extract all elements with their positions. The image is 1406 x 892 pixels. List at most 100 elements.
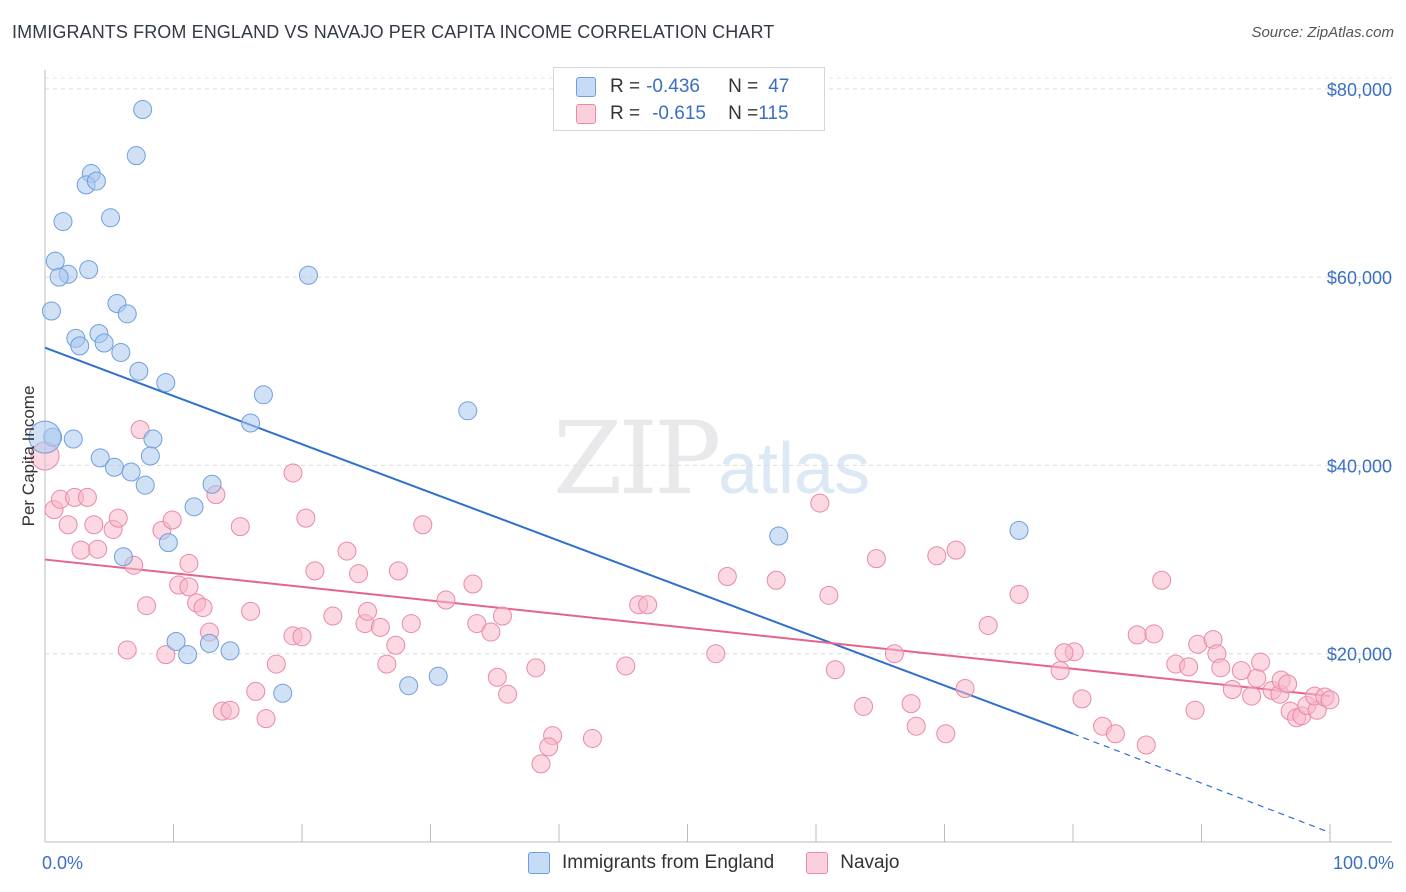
axis-labels: $20,000 $40,000 $60,000 $80,000 0.0% 100.0% Pe… [19,80,1394,873]
data-point-navajo [1211,658,1231,678]
data-point-navajo [810,493,830,513]
data-point-england [121,462,141,482]
data-point-navajo [117,640,137,660]
data-point-navajo [467,614,487,634]
legend-r-value: -0.436 [646,76,700,97]
data-point-navajo [866,549,886,569]
data-point-navajo [1242,686,1262,706]
data-point-england [202,474,222,494]
data-point-england [53,212,73,232]
data-point-navajo [220,700,240,720]
legend-n-label: N = [728,76,759,97]
data-point-navajo [1185,700,1205,720]
data-point-england [199,633,219,653]
data-point-england [79,260,99,280]
legend-r-value: -0.615 [652,103,706,124]
data-point-navajo [58,515,78,535]
data-point-navajo [370,617,390,637]
legend-n-value: 47 [768,76,790,97]
data-point-england [90,448,110,468]
legend-swatch-navajo [806,852,829,874]
legend-label-navajo: Navajo [840,852,900,873]
data-point-england [111,342,131,362]
data-point-navajo [230,517,250,537]
x-tick-label-min: 0.0% [42,853,83,873]
data-point-england [298,265,318,285]
data-point-england [70,336,90,356]
data-point-navajo [246,681,266,701]
data-point-navajo [305,561,325,581]
data-point-navajo [717,567,737,587]
data-point-england [133,100,153,120]
data-point-navajo [1320,690,1340,710]
data-point-navajo [946,540,966,560]
legend-item-england: Immigrants from England [528,852,774,874]
data-point-navajo [296,508,316,528]
legend-r-label: R = [610,103,641,124]
grid-lines [45,77,1392,655]
data-point-england [156,373,176,393]
data-point-navajo [539,737,559,757]
data-points [28,100,1340,774]
axes [44,70,1392,843]
trend-lines [44,346,1331,834]
data-point-navajo [582,728,602,748]
data-point-navajo [241,601,261,621]
data-point-england [428,666,448,686]
data-point-navajo [487,667,507,687]
legend-row-england: R = -0.436 N = 47 [554,73,789,101]
data-point-navajo [854,696,874,716]
trend-line-england [44,346,1074,735]
data-point-navajo [71,540,91,560]
data-point-england [94,333,114,353]
data-point-navajo [978,615,998,635]
data-point-navajo [1050,661,1070,681]
data-point-england [135,475,155,495]
y-tick-label: $20,000 [1327,645,1392,665]
chart-title: IMMIGRANTS FROM ENGLAND VS NAVAJO PER CA… [12,22,775,42]
legend-label-england: Immigrants from England [562,852,775,873]
data-point-england [129,361,149,381]
data-point-navajo [906,716,926,736]
data-point-england [220,641,240,661]
data-point-navajo [162,510,182,530]
data-point-navajo [137,596,157,616]
data-point-navajo [901,694,921,714]
data-point-england [769,526,789,546]
series-legend: Immigrants from England Navajo [528,852,931,874]
data-point-navajo [825,660,845,680]
data-point-navajo [179,553,199,573]
data-point-navajo [1152,570,1172,590]
data-point-england [158,533,178,553]
legend-swatch-england [576,77,596,97]
data-point-navajo [1222,679,1242,699]
data-point-england [166,631,186,651]
data-point-england [143,429,163,449]
data-point-navajo [84,515,104,535]
data-point-navajo [766,570,786,590]
data-point-england [113,547,133,567]
trend-line-navajo [44,558,1331,698]
data-point-navajo [77,487,97,507]
legend-n-value: 115 [758,103,789,124]
data-point-navajo [927,546,947,566]
data-point-england [41,301,61,321]
stats-legend: R = -0.436 N = 47 R = -0.615 N = 115 [553,67,825,131]
data-point-navajo [388,561,408,581]
data-point-navajo [463,574,483,594]
data-point-navajo [1247,668,1267,688]
data-point-navajo [1105,724,1125,744]
data-point-england [178,645,198,665]
data-point-navajo [638,595,658,615]
trend-line-england-extension [1072,733,1331,834]
data-point-england [86,171,106,191]
data-point-navajo [955,679,975,699]
data-point-navajo [436,590,456,610]
data-point-england [399,676,419,696]
y-tick-label: $40,000 [1327,456,1392,476]
data-point-navajo [358,601,378,621]
legend-swatch-navajo [576,104,596,124]
data-point-england [241,413,261,433]
data-point-england [184,497,204,517]
